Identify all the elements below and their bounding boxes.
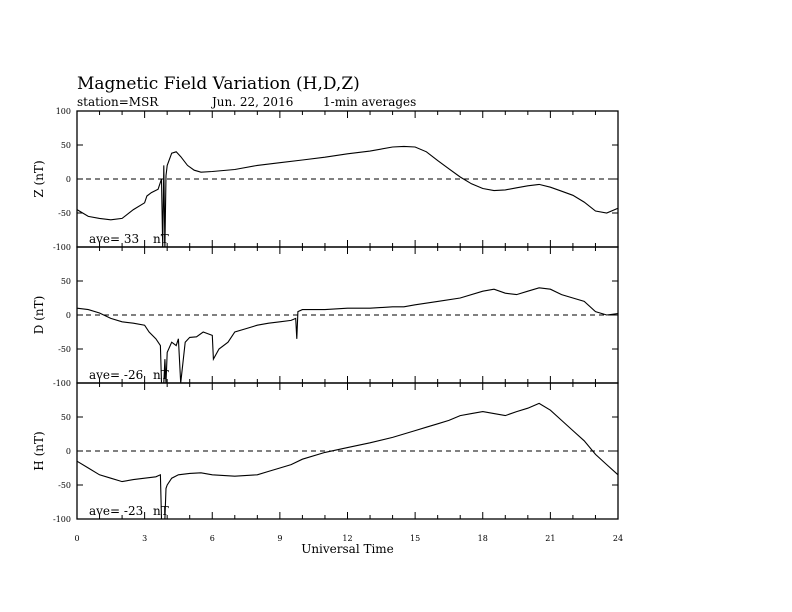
y-tick-label-Z: 50 bbox=[61, 141, 71, 150]
x-tick-label: 18 bbox=[478, 534, 488, 543]
y-axis-label-D: D (nT) bbox=[32, 296, 46, 335]
x-tick-label: 0 bbox=[74, 534, 79, 543]
y-tick-label-H: 50 bbox=[61, 413, 71, 422]
chart-title: Magnetic Field Variation (H,D,Z) bbox=[77, 74, 360, 94]
y-axis-label-Z: Z (nT) bbox=[32, 160, 46, 197]
series-line-H bbox=[76, 402, 619, 520]
x-tick-label: 9 bbox=[277, 534, 282, 543]
x-tick-label: 24 bbox=[613, 534, 623, 543]
station-label: station=MSR bbox=[77, 95, 159, 109]
y-tick-label-Z: -50 bbox=[58, 209, 71, 218]
y-tick-label-H: 0 bbox=[66, 447, 71, 456]
y-tick-label-D: -50 bbox=[58, 345, 71, 354]
averaging-label: 1-min averages bbox=[323, 95, 417, 109]
y-tick-label-Z: -100 bbox=[53, 243, 71, 252]
y-tick-label-D: -100 bbox=[53, 379, 71, 388]
series-line-Z bbox=[76, 145, 619, 248]
y-tick-label-Z: 0 bbox=[66, 175, 71, 184]
series-line-D bbox=[76, 287, 619, 384]
x-tick-label: 3 bbox=[142, 534, 147, 543]
x-tick-label: 12 bbox=[342, 534, 352, 543]
average-value-Z: ave= 33 bbox=[89, 232, 139, 246]
y-tick-label-D: 50 bbox=[61, 277, 71, 286]
average-value-H: ave= -23 bbox=[89, 504, 143, 518]
y-tick-label-D: 0 bbox=[66, 311, 71, 320]
y-axis-label-H: H (nT) bbox=[32, 431, 46, 470]
average-value-D: ave= -26 bbox=[89, 368, 143, 382]
y-tick-label-H: -50 bbox=[58, 481, 71, 490]
x-tick-label: 6 bbox=[210, 534, 215, 543]
date-label: Jun. 22, 2016 bbox=[212, 95, 294, 109]
x-axis-label: Universal Time bbox=[301, 542, 394, 556]
y-tick-label-Z: 100 bbox=[56, 107, 71, 116]
x-tick-label: 21 bbox=[545, 534, 555, 543]
average-unit-Z: nT bbox=[153, 232, 169, 246]
x-tick-label: 15 bbox=[410, 534, 420, 543]
y-tick-label-H: -100 bbox=[53, 515, 71, 524]
